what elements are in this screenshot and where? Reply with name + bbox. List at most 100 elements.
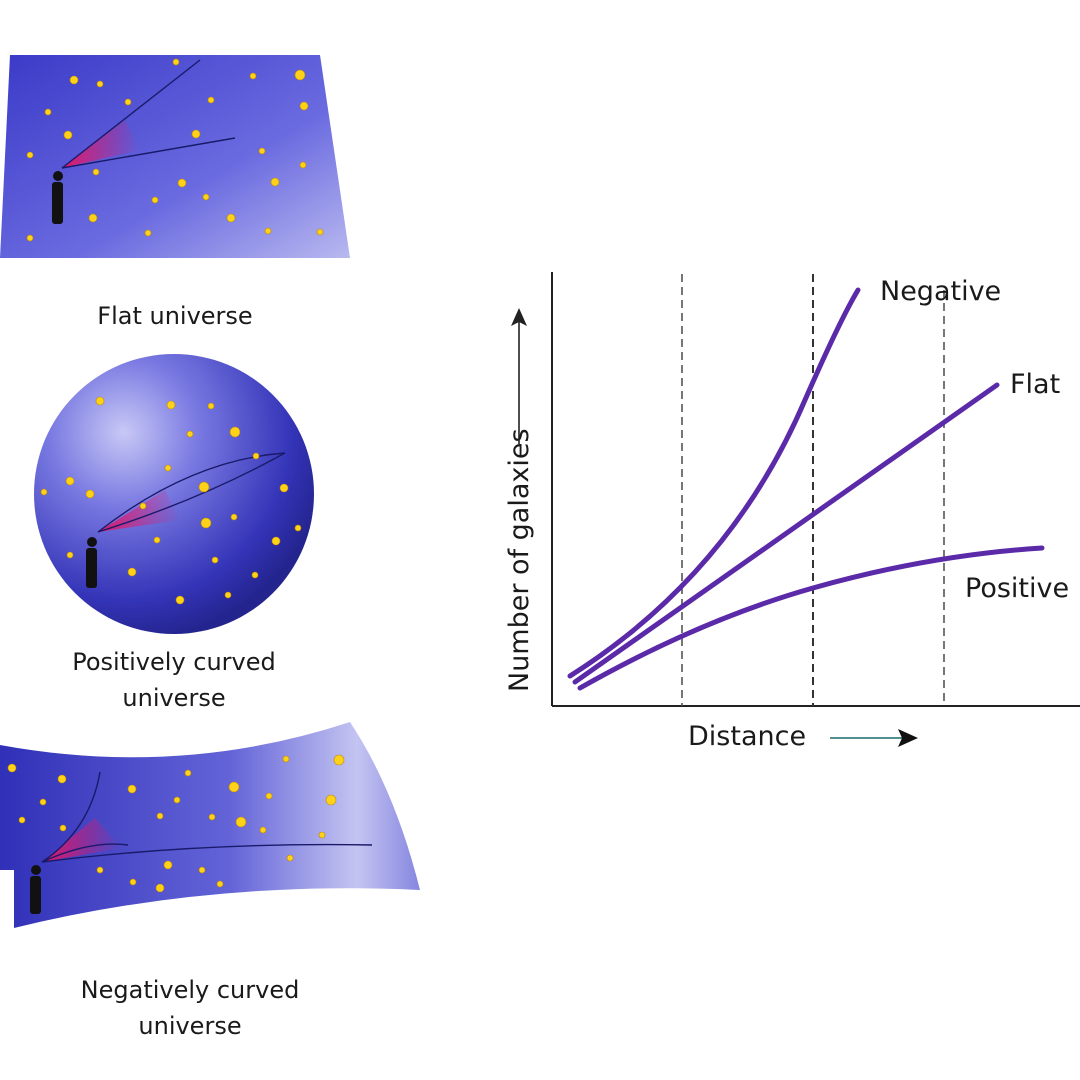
curve-negative: [567, 287, 861, 679]
star: [184, 769, 192, 777]
star: [186, 430, 194, 438]
star: [251, 571, 259, 579]
negative-sight-line-upper: [41, 771, 101, 863]
star: [333, 754, 345, 766]
star: [202, 193, 210, 201]
star: [156, 812, 164, 820]
star: [44, 108, 52, 116]
positive-universe-caption-line1: Positively curved: [72, 648, 276, 676]
star: [40, 488, 48, 496]
star: [95, 396, 105, 406]
x-axis-label-group: Distance: [688, 721, 918, 752]
star: [155, 883, 165, 893]
star: [299, 161, 307, 169]
negative-universe-caption-line2: universe: [138, 1012, 241, 1040]
star: [318, 831, 326, 839]
positive-observer-icon: [86, 537, 97, 588]
positive-universe-caption-line2: universe: [122, 684, 225, 712]
star: [173, 796, 181, 804]
star: [18, 816, 26, 824]
curve-label-negative: Negative: [880, 276, 1001, 307]
star: [294, 524, 302, 532]
curve-flat: [572, 382, 1000, 685]
star: [279, 483, 289, 493]
flat-stars: [26, 58, 324, 242]
star: [299, 101, 309, 111]
y-axis-label: Number of galaxies: [504, 428, 535, 692]
star: [286, 854, 294, 862]
star: [57, 774, 67, 784]
star: [144, 229, 152, 237]
star: [85, 489, 95, 499]
star: [208, 813, 216, 821]
star: [249, 72, 257, 80]
y-axis-label-group: Number of galaxies: [504, 308, 535, 692]
star: [66, 551, 74, 559]
star: [198, 481, 210, 493]
star: [258, 147, 266, 155]
star: [69, 75, 79, 85]
negative-view-cone: [42, 818, 122, 862]
flat-observer-icon: [52, 171, 63, 224]
star: [198, 866, 206, 874]
negative-sight-line-middle: [41, 843, 129, 863]
star: [207, 402, 215, 410]
star: [7, 763, 17, 773]
star: [271, 536, 281, 546]
star: [228, 781, 240, 793]
curve-label-positive: Positive: [965, 573, 1069, 604]
star: [316, 228, 324, 236]
flat-universe-panel: Flat universe: [0, 55, 350, 330]
negative-saddle-surface: [0, 722, 420, 928]
star: [96, 80, 104, 88]
star: [124, 98, 132, 106]
star: [172, 58, 180, 66]
negative-observer-icon: [30, 865, 41, 914]
star: [65, 476, 75, 486]
star: [211, 556, 219, 564]
positive-sight-line-lower: [97, 452, 286, 533]
star: [207, 96, 215, 104]
flat-universe-caption: Flat universe: [97, 302, 252, 330]
star: [235, 816, 247, 828]
positive-universe-panel: Positively curved universe: [34, 354, 314, 712]
y-axis-arrow-icon: [511, 308, 527, 326]
star: [139, 502, 147, 510]
x-axis-label: Distance: [688, 721, 806, 752]
star: [252, 452, 260, 460]
star: [153, 536, 161, 544]
star: [39, 798, 47, 806]
flat-sight-line-lower: [61, 137, 236, 169]
star: [88, 213, 98, 223]
star: [294, 69, 306, 81]
star: [129, 878, 137, 886]
negative-sight-line-lower: [41, 843, 373, 863]
star: [259, 826, 267, 834]
star: [282, 755, 290, 763]
star: [96, 866, 104, 874]
star: [166, 400, 176, 410]
star: [151, 196, 159, 204]
star: [216, 880, 224, 888]
star: [92, 168, 100, 176]
star: [59, 824, 67, 832]
flat-view-cone: [62, 120, 140, 168]
star: [264, 227, 272, 235]
star: [163, 860, 173, 870]
negative-universe-caption-line1: Negatively curved: [81, 976, 300, 1004]
star: [270, 177, 280, 187]
star: [226, 213, 236, 223]
star: [230, 513, 238, 521]
star: [175, 595, 185, 605]
negative-stars: [7, 754, 345, 893]
curve-positive: [577, 545, 1045, 691]
star: [26, 151, 34, 159]
star: [325, 794, 337, 806]
flat-surface: [0, 55, 350, 258]
star: [224, 591, 232, 599]
star: [229, 426, 241, 438]
positive-sight-line-upper: [97, 452, 286, 533]
star: [63, 130, 73, 140]
positive-view-cone: [98, 490, 180, 532]
